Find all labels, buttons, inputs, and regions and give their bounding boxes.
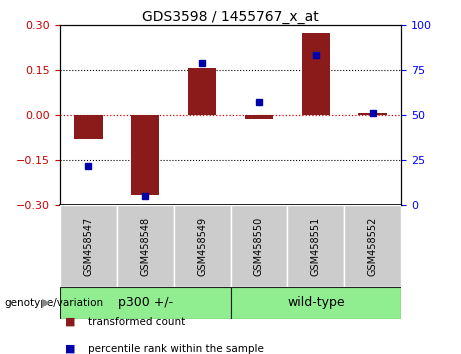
Bar bbox=[131, 115, 160, 195]
Bar bbox=[245, 115, 273, 119]
Bar bbox=[174, 205, 230, 287]
Text: p300 +/-: p300 +/- bbox=[118, 296, 173, 309]
Text: GSM458552: GSM458552 bbox=[367, 216, 378, 276]
Text: genotype/variation: genotype/variation bbox=[5, 298, 104, 308]
Bar bbox=[230, 287, 401, 319]
Bar bbox=[60, 205, 117, 287]
Text: GSM458549: GSM458549 bbox=[197, 216, 207, 276]
Bar bbox=[60, 287, 230, 319]
Text: ▶: ▶ bbox=[42, 298, 51, 308]
Text: GSM458551: GSM458551 bbox=[311, 216, 321, 276]
Text: wild-type: wild-type bbox=[287, 296, 344, 309]
Bar bbox=[74, 115, 102, 139]
Text: percentile rank within the sample: percentile rank within the sample bbox=[88, 344, 264, 354]
Bar bbox=[117, 205, 174, 287]
Text: GSM458548: GSM458548 bbox=[140, 216, 150, 276]
Text: GSM458550: GSM458550 bbox=[254, 216, 264, 276]
Bar bbox=[358, 113, 387, 115]
Text: ■: ■ bbox=[65, 344, 75, 354]
Bar bbox=[188, 68, 216, 115]
Bar bbox=[230, 205, 287, 287]
Text: ■: ■ bbox=[65, 317, 75, 327]
Bar bbox=[287, 205, 344, 287]
Bar bbox=[344, 205, 401, 287]
Bar bbox=[301, 33, 330, 115]
Text: GSM458547: GSM458547 bbox=[83, 216, 94, 276]
Text: transformed count: transformed count bbox=[88, 317, 185, 327]
Title: GDS3598 / 1455767_x_at: GDS3598 / 1455767_x_at bbox=[142, 10, 319, 24]
